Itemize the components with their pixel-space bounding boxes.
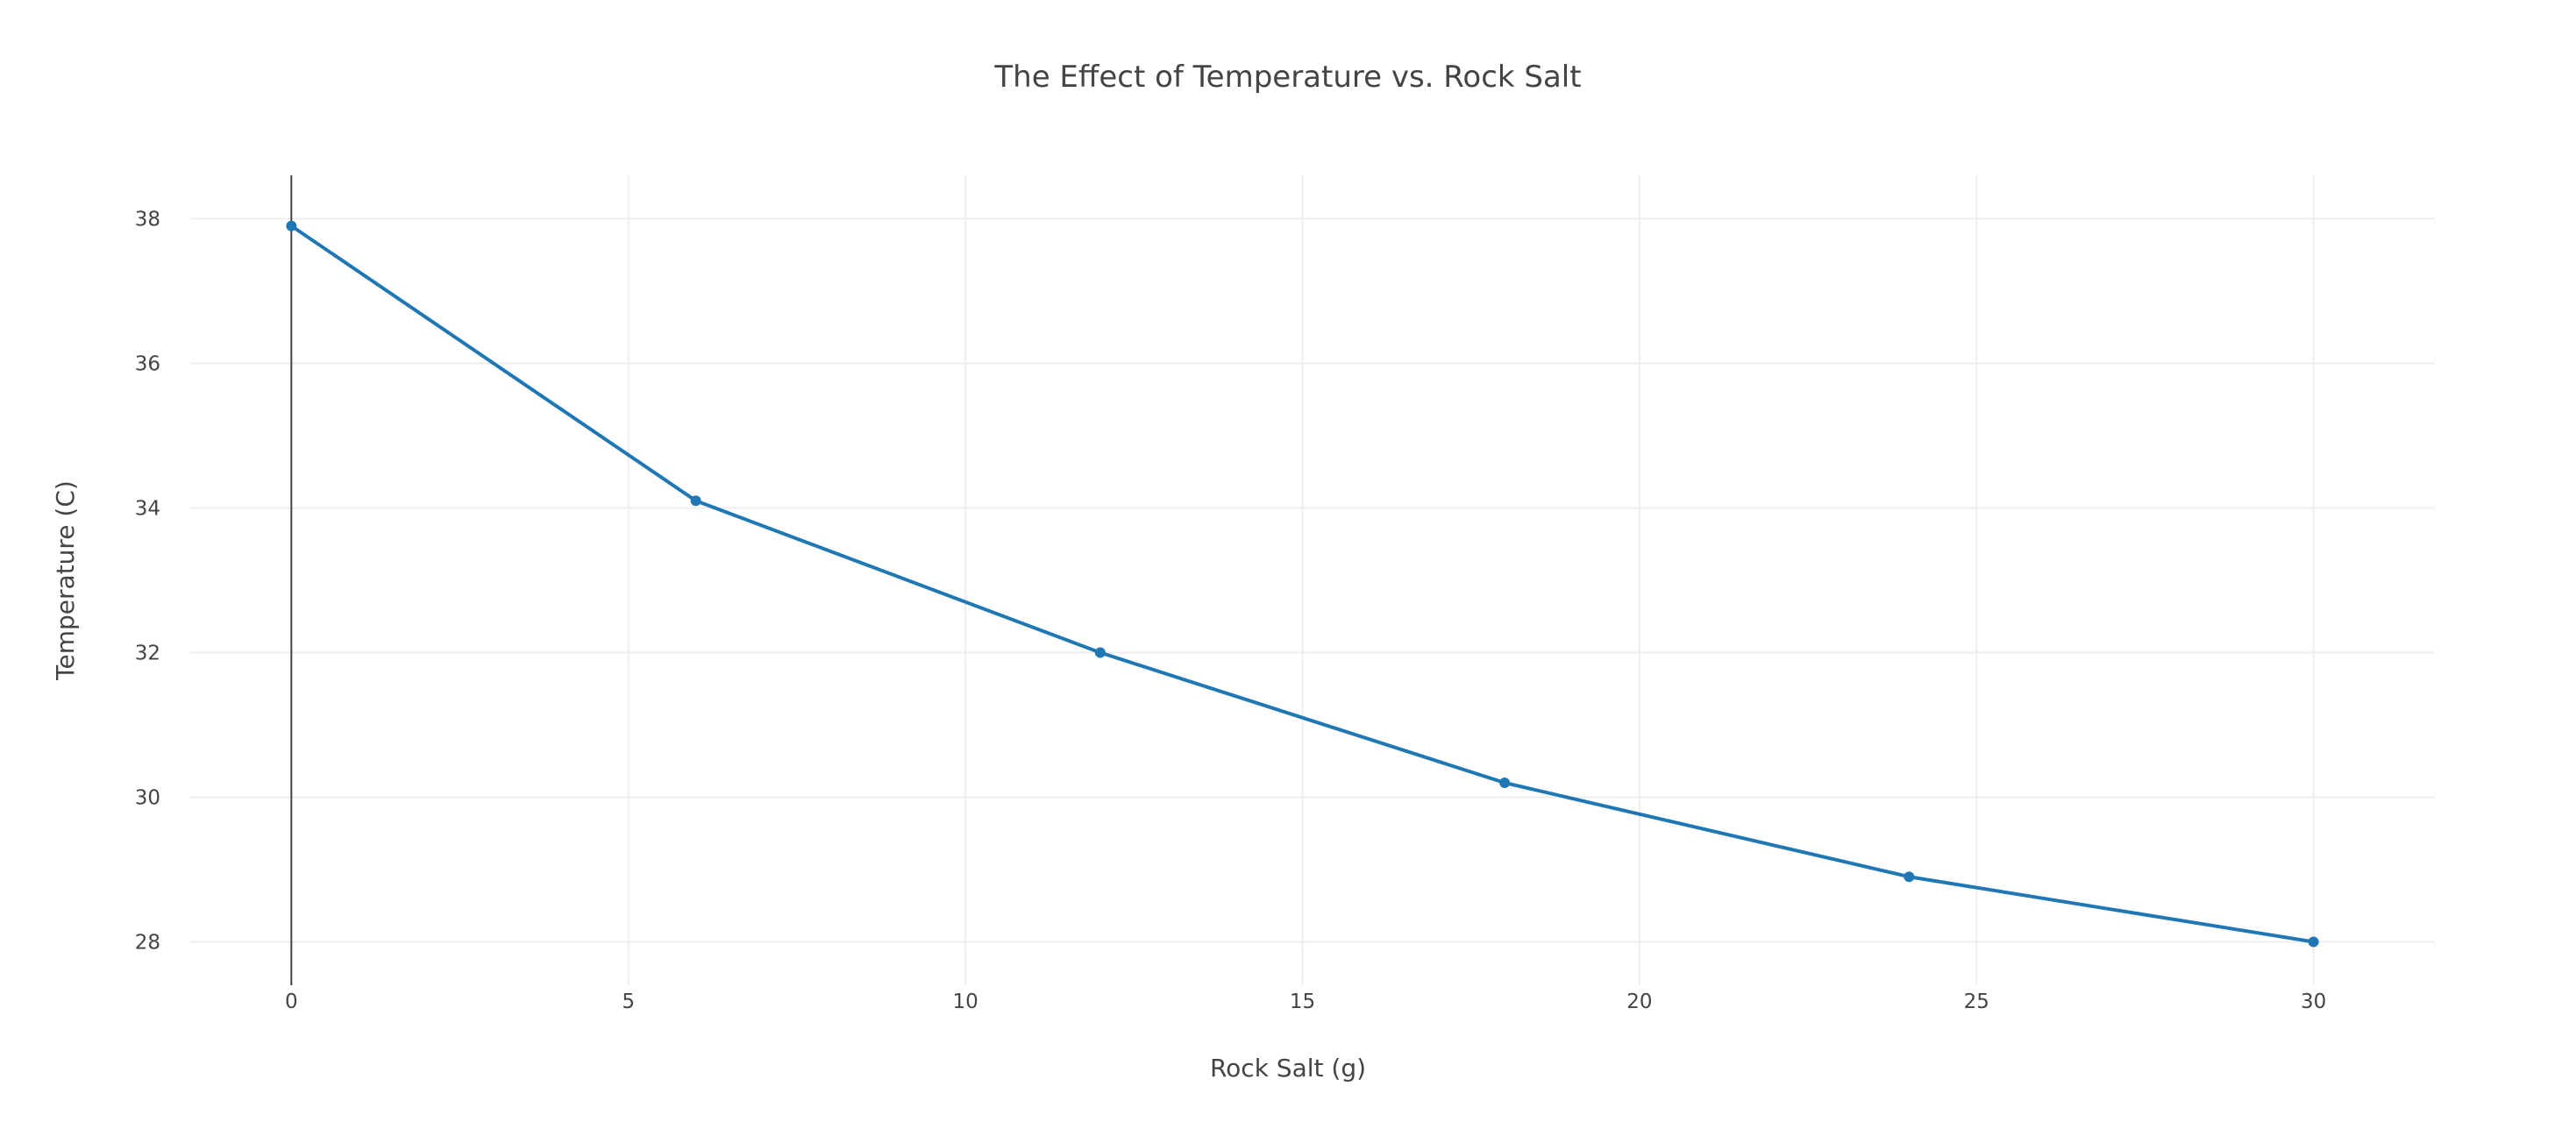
data-point[interactable] [1094, 647, 1106, 658]
tick-labels: 0 5 10 15 20 25 30 28 30 32 34 36 38 [135, 209, 2327, 1014]
y-tick-label: 30 [135, 787, 160, 810]
series-line [289, 224, 2316, 944]
chart-title: The Effect of Temperature vs. Rock Salt [993, 60, 1581, 95]
y-tick-label: 36 [135, 353, 160, 376]
y-axis-title: Temperature (C) [51, 480, 80, 681]
y-tick-label: 38 [135, 209, 160, 231]
grid [190, 175, 2435, 985]
x-tick-label: 20 [1626, 991, 1652, 1013]
y-tick-label: 34 [135, 498, 160, 521]
x-tick-label: 0 [285, 991, 298, 1013]
data-point[interactable] [690, 495, 701, 507]
x-tick-label: 25 [1964, 991, 1989, 1013]
y-tick-label: 32 [135, 643, 160, 665]
series-layer [286, 220, 2319, 948]
data-point[interactable] [1499, 778, 1511, 788]
x-axis-title: Rock Salt (g) [1210, 1054, 1366, 1083]
x-tick-label: 5 [622, 991, 635, 1013]
y-tick-label: 28 [135, 932, 160, 955]
data-point[interactable] [2308, 936, 2319, 948]
x-tick-label: 15 [1290, 991, 1315, 1013]
data-point[interactable] [286, 220, 297, 231]
x-tick-label: 30 [2301, 991, 2326, 1013]
data-point[interactable] [1904, 871, 1915, 883]
x-tick-label: 10 [952, 991, 978, 1013]
